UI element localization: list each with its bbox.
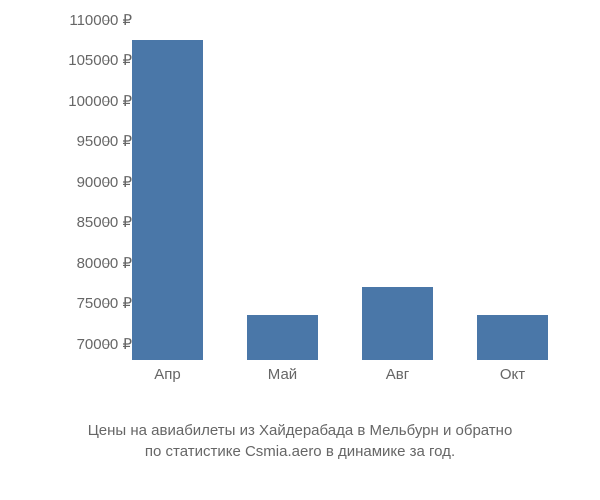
y-axis-tick-label: 105000 ₽ — [68, 51, 132, 69]
caption-line-2: по статистике Csmia.aero в динамике за г… — [0, 441, 600, 462]
x-axis-tick-label: Май — [268, 366, 297, 383]
bar — [477, 315, 548, 360]
chart-caption: Цены на авиабилеты из Хайдерабада в Мель… — [0, 420, 600, 462]
x-axis-tick-label: Авг — [386, 366, 409, 383]
y-axis-tick-label: 80000 ₽ — [77, 254, 132, 272]
caption-line-1: Цены на авиабилеты из Хайдерабада в Мель… — [0, 420, 600, 441]
bar — [247, 315, 318, 360]
y-axis-tick-label: 90000 ₽ — [77, 173, 132, 191]
bar — [132, 40, 203, 360]
x-axis-tick-label: Апр — [154, 366, 180, 383]
x-axis-tick-label: Окт — [500, 366, 525, 383]
y-axis-tick-label: 75000 ₽ — [77, 294, 132, 312]
plot-area — [110, 20, 570, 360]
y-axis-tick-label: 70000 ₽ — [77, 335, 132, 353]
y-axis-tick-label: 95000 ₽ — [77, 132, 132, 150]
bar — [362, 287, 433, 360]
price-bar-chart: Апр Май Авг Окт — [110, 20, 570, 400]
y-axis-tick-label: 85000 ₽ — [77, 213, 132, 231]
y-axis-tick-label: 110000 ₽ — [69, 11, 132, 29]
y-axis-tick-label: 100000 ₽ — [68, 92, 132, 110]
